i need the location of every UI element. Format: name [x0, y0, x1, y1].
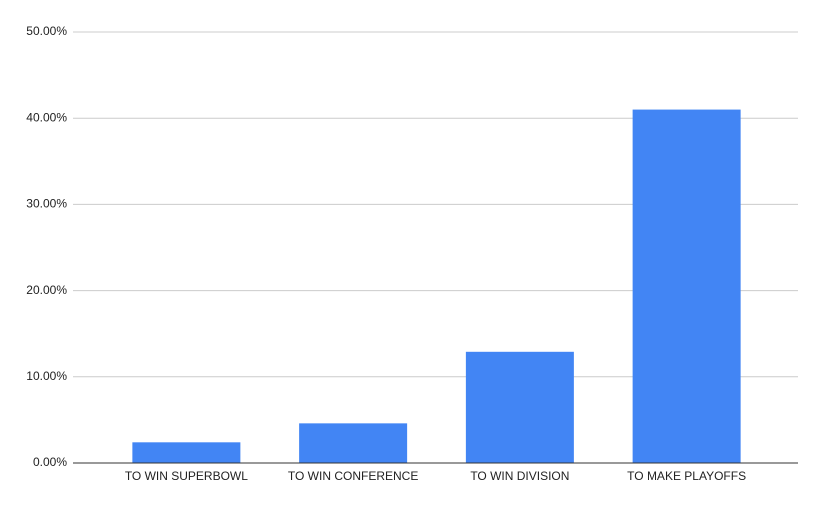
y-tick-label: 50.00%	[26, 24, 67, 38]
x-tick-label: TO MAKE PLAYOFFS	[627, 469, 746, 483]
bar	[299, 423, 408, 463]
y-tick-label: 30.00%	[26, 197, 67, 211]
bar	[132, 442, 241, 463]
x-tick-label: TO WIN DIVISION	[470, 469, 569, 483]
bar	[632, 109, 741, 463]
y-tick-label: 0.00%	[33, 455, 67, 469]
x-tick-label: TO WIN CONFERENCE	[288, 469, 418, 483]
bar	[465, 351, 574, 463]
y-tick-label: 10.00%	[26, 369, 67, 383]
y-tick-label: 20.00%	[26, 283, 67, 297]
x-tick-label: TO WIN SUPERBOWL	[125, 469, 248, 483]
y-tick-label: 40.00%	[26, 110, 67, 124]
